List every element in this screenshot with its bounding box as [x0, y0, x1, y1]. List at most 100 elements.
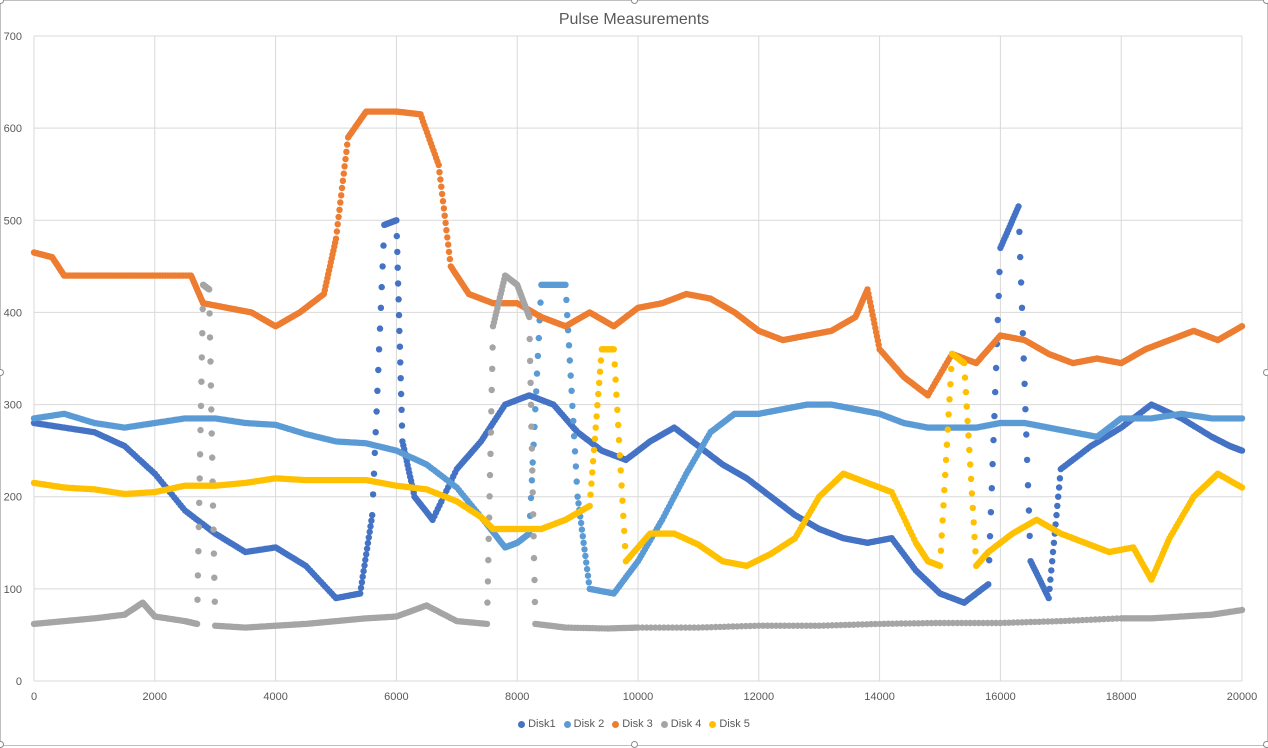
series-marker: [967, 461, 974, 468]
series-marker: [197, 402, 205, 410]
series-marker: [611, 361, 618, 368]
series-marker: [1053, 511, 1060, 519]
series-disk4[interactable]: [30, 272, 1246, 632]
series-marker: [210, 550, 218, 557]
data-point: [1015, 203, 1022, 210]
resize-handle-top-right[interactable]: [1263, 0, 1268, 4]
legend-item[interactable]: Disk 4: [660, 718, 702, 731]
legend-marker-icon: [612, 720, 620, 728]
series-marker: [365, 534, 372, 541]
series-marker: [443, 227, 450, 234]
series-marker: [618, 482, 625, 489]
legend-label: Disk 3: [622, 718, 653, 731]
legend-item[interactable]: Disk1: [518, 718, 556, 730]
series-marker: [337, 199, 344, 206]
series-marker: [485, 535, 492, 542]
resize-handle-top-left[interactable]: [0, 0, 4, 4]
series-marker: [340, 170, 347, 177]
series-marker: [1048, 567, 1055, 574]
series-marker: [194, 596, 201, 603]
series-marker: [1050, 539, 1058, 546]
series-marker: [368, 517, 375, 524]
x-tick-label: 16000: [985, 691, 1016, 703]
legend[interactable]: Disk1 Disk 2 Disk 3 Disk 4 Disk 5: [1, 718, 1267, 730]
series-marker: [585, 579, 592, 586]
series-marker: [198, 378, 205, 385]
legend-label: Disk 4: [670, 718, 702, 731]
data-point: [1238, 484, 1246, 491]
series-marker: [946, 396, 953, 403]
series-marker: [194, 572, 202, 579]
series-marker: [972, 548, 979, 555]
series-marker: [343, 148, 350, 155]
series-marker: [439, 198, 447, 205]
series-marker: [937, 547, 945, 554]
series-marker: [485, 556, 492, 564]
series-marker: [358, 579, 366, 586]
data-series: [30, 108, 1246, 632]
legend-label: Disk1: [528, 718, 556, 731]
series-marker: [207, 358, 214, 365]
series-marker: [582, 552, 589, 560]
series-marker: [565, 342, 573, 349]
series-marker: [1017, 253, 1024, 261]
series-marker: [378, 283, 385, 291]
series-marker: [592, 424, 599, 431]
series-marker: [581, 546, 588, 553]
resize-handle-left[interactable]: [0, 369, 4, 376]
series-marker: [575, 500, 582, 507]
series-marker: [995, 292, 1002, 300]
series-marker: [338, 184, 346, 192]
data-point: [435, 161, 442, 169]
series-marker: [563, 296, 570, 304]
series-disk5[interactable]: [30, 346, 1246, 583]
series-marker: [580, 539, 587, 546]
legend-item[interactable]: Disk 5: [709, 718, 750, 730]
resize-handle-right[interactable]: [1263, 369, 1268, 376]
series-marker: [949, 619, 957, 627]
series-marker: [566, 357, 573, 364]
series-marker: [357, 584, 365, 592]
series-marker: [363, 551, 370, 558]
series-marker: [677, 624, 685, 631]
legend-item[interactable]: Disk 2: [563, 718, 604, 730]
data-point: [936, 562, 944, 569]
series-marker: [199, 305, 206, 313]
chart-title[interactable]: Pulse Measurements: [558, 11, 710, 28]
series-marker: [962, 388, 970, 396]
series-marker: [1046, 585, 1053, 593]
series-marker: [335, 213, 342, 221]
series-marker: [342, 155, 349, 163]
series-marker: [394, 280, 402, 287]
series-marker: [530, 533, 537, 540]
series-marker: [484, 578, 492, 585]
series-marker: [1019, 330, 1026, 337]
series-marker: [397, 390, 405, 398]
series-marker: [991, 412, 998, 420]
y-tick-label: 600: [4, 123, 22, 135]
x-tick-label: 14000: [864, 691, 895, 703]
x-tick-label: 18000: [1106, 691, 1137, 703]
resize-handle-top[interactable]: [631, 0, 638, 4]
y-tick-label: 200: [4, 492, 22, 504]
data-point: [1238, 447, 1246, 454]
series-marker: [945, 411, 952, 418]
series-disk3[interactable]: [30, 108, 1246, 399]
series-marker: [1049, 548, 1057, 556]
series-marker: [362, 556, 369, 564]
series-marker: [488, 408, 495, 415]
data-point: [193, 620, 201, 628]
series-marker: [567, 372, 574, 379]
data-point: [574, 493, 581, 500]
series-marker: [570, 417, 577, 425]
legend-item[interactable]: Disk 3: [612, 718, 653, 730]
legend-label: Disk 5: [719, 718, 750, 731]
series-marker: [374, 387, 381, 394]
series-marker: [970, 519, 977, 526]
series-marker: [1056, 475, 1064, 482]
series-disk1[interactable]: [30, 203, 1246, 606]
series-marker: [333, 228, 341, 235]
series-marker: [529, 459, 536, 466]
